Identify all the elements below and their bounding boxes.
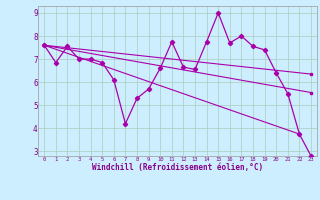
X-axis label: Windchill (Refroidissement éolien,°C): Windchill (Refroidissement éolien,°C) [92, 163, 263, 172]
